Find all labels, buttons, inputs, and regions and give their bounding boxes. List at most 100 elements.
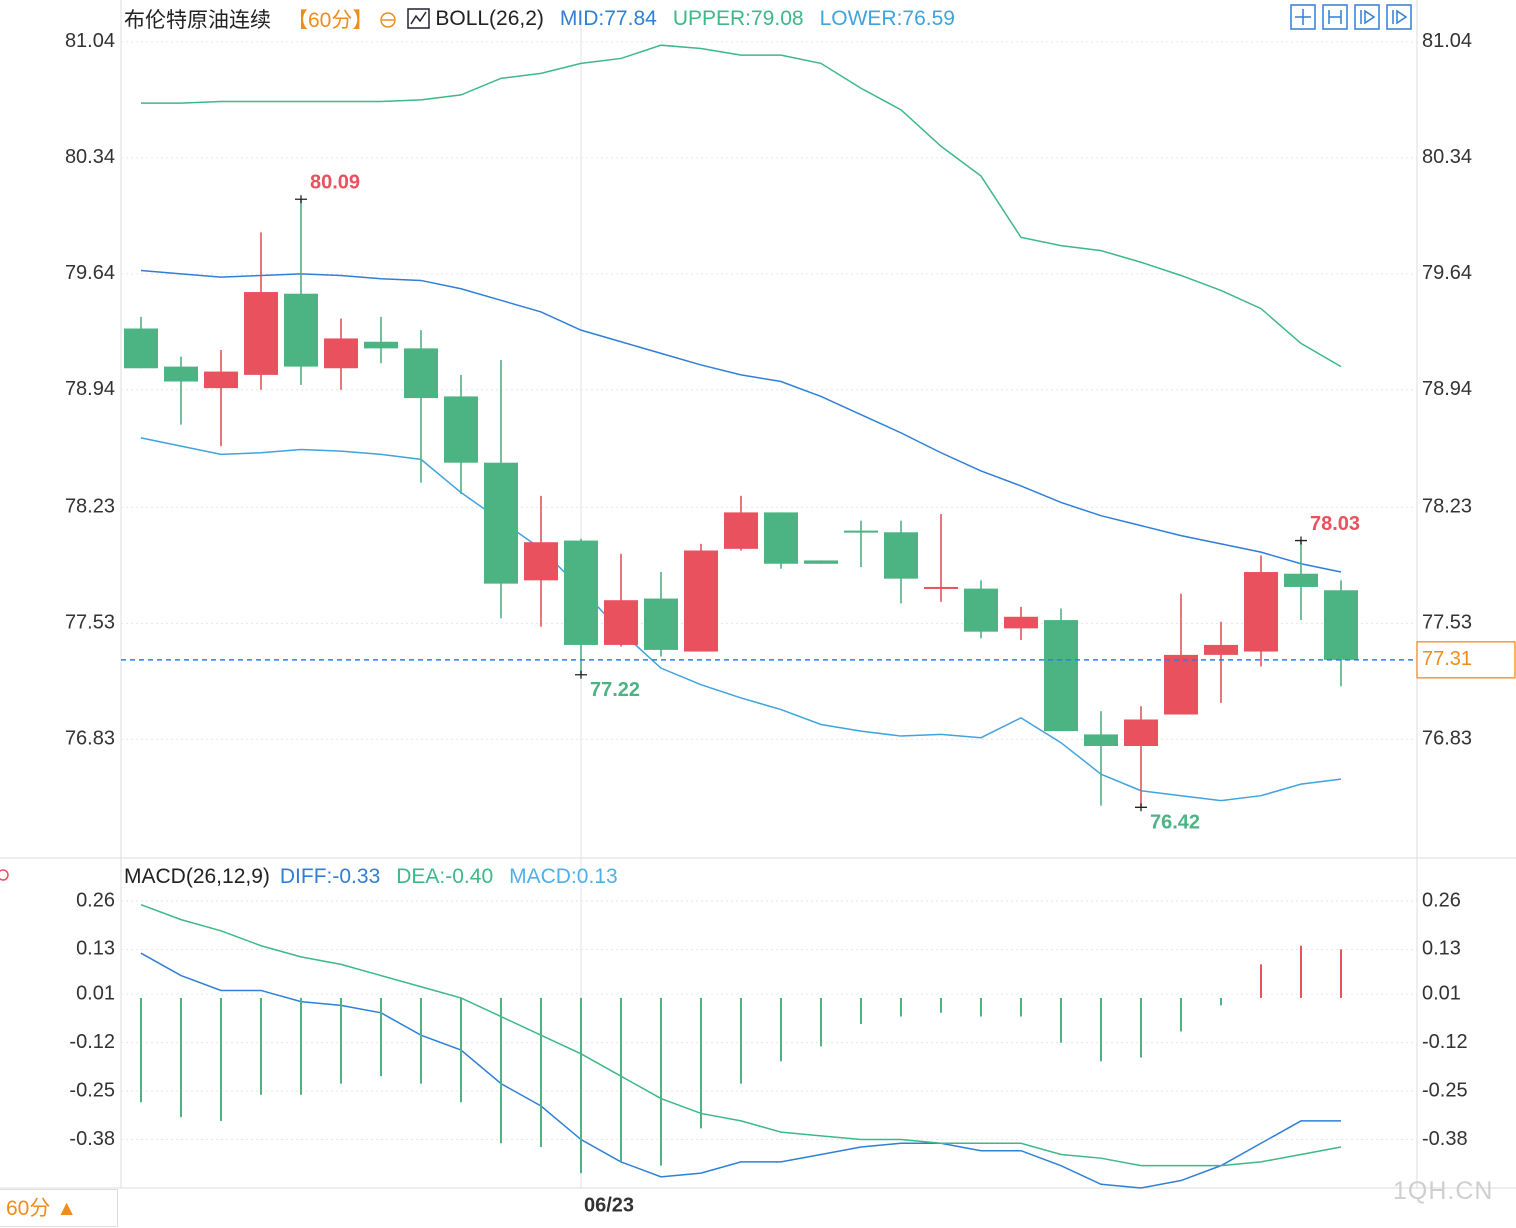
candle-body [404, 348, 438, 399]
candle-body [764, 512, 798, 564]
candle-body [804, 560, 838, 564]
candle-body [1204, 644, 1238, 655]
watermark: 1QH.CN [1393, 1177, 1494, 1205]
candle-body [724, 512, 758, 549]
candle-body [604, 600, 638, 645]
y-tick-label: 81.04 [1422, 30, 1472, 52]
toolbar [1290, 4, 1412, 30]
candle-body [1324, 590, 1358, 660]
macd-line [140, 904, 1342, 1167]
legend-item: DIFF:-0.33 [279, 865, 381, 888]
indicator-icon[interactable] [407, 8, 431, 30]
extreme-marker [295, 195, 307, 204]
y-tick-label: 76.83 [65, 728, 115, 750]
candle-body [884, 532, 918, 579]
y-tick-label: 79.64 [65, 262, 115, 284]
y-tick-label: 77.53 [1422, 612, 1472, 634]
legend-item: LOWER:76.59 [819, 7, 955, 30]
legend-item: UPPER:79.08 [672, 7, 804, 30]
y-tick-label: -0.12 [1422, 1031, 1468, 1053]
price-box-label: 77.31 [1422, 648, 1472, 670]
y-tick-label: 78.94 [1422, 378, 1472, 400]
y-tick-label: 0.01 [1422, 982, 1461, 1004]
y-tick-label: 78.23 [65, 496, 115, 518]
candle-body [124, 328, 158, 369]
settings-icon[interactable] [0, 869, 9, 881]
tool-zoom-button[interactable] [1290, 4, 1316, 30]
y-tick-label: -0.12 [69, 1031, 115, 1053]
extreme-label: 80.09 [310, 172, 360, 194]
y-tick-label: -0.25 [1422, 1079, 1468, 1101]
y-tick-label: 79.64 [1422, 262, 1472, 284]
candle-body [284, 293, 318, 367]
candle-body [1244, 572, 1278, 652]
candle-body [324, 338, 358, 369]
candle-body [164, 366, 198, 382]
legend-item: MACD:0.13 [509, 865, 618, 888]
boll-line [140, 437, 1342, 802]
tool-play-button[interactable] [1354, 4, 1380, 30]
boll-line [141, 44, 1342, 368]
y-tick-label: 0.13 [76, 938, 115, 960]
candle-body [924, 586, 958, 589]
y-tick-label: 78.94 [65, 378, 115, 400]
indicator-icon-frame [407, 8, 431, 29]
tool-icons [1295, 9, 1408, 25]
candle-body [364, 341, 398, 349]
candle-body [444, 396, 478, 463]
candle-body [1004, 616, 1038, 629]
extreme-label: 77.22 [590, 679, 640, 701]
indicator-label: BOLL(26,2) [435, 7, 544, 30]
y-tick-label: 0.26 [76, 889, 115, 911]
period-label: 【60分】 [287, 9, 374, 32]
y-tick-label: 80.34 [1422, 146, 1472, 168]
chart-title: MACD(26,12,9) [124, 865, 270, 888]
candle-body [1164, 654, 1198, 715]
legend-item: MID:77.84 [559, 7, 657, 30]
y-tick-label: 0.13 [1422, 938, 1461, 960]
y-tick-label: 76.83 [1422, 728, 1472, 750]
price-box [1416, 641, 1516, 679]
candle-body [1084, 734, 1118, 746]
y-tick-label: 81.04 [65, 30, 115, 52]
candle-body [524, 542, 558, 581]
legend-item: DEA:-0.40 [396, 865, 494, 888]
candle-body [244, 292, 278, 375]
candle-body [1044, 620, 1078, 732]
compare-icon[interactable] [379, 10, 397, 28]
tool-end-button[interactable] [1386, 4, 1412, 30]
y-tick-label: -0.25 [69, 1079, 115, 1101]
candle-body [644, 598, 678, 650]
extreme-marker [575, 670, 587, 679]
candle-body [1124, 719, 1158, 746]
y-tick-label: 0.26 [1422, 889, 1461, 911]
main-header: 布伦特原油连续 【60分】 BOLL(26,2) MID:77.84 UPPER… [124, 4, 971, 34]
candle-body [684, 550, 718, 652]
y-tick-label: -0.38 [1422, 1128, 1468, 1150]
tool-back-button[interactable] [1322, 4, 1348, 30]
y-tick-label: 0.01 [76, 982, 115, 1004]
candle-body [564, 540, 598, 645]
period-button[interactable]: 60分 ▲ [0, 1189, 118, 1227]
extreme-marker [1295, 536, 1307, 545]
y-tick-label: 80.34 [65, 146, 115, 168]
candle-body [484, 462, 518, 584]
chart-title: 布伦特原油连续 [124, 9, 271, 32]
x-tick-label: 06/23 [584, 1194, 634, 1216]
compare-icon-ring [380, 12, 397, 28]
indicator-icon-line [410, 11, 427, 25]
settings-icon-ring [0, 869, 9, 881]
extreme-label: 78.03 [1310, 513, 1360, 535]
candle-body [1284, 573, 1318, 587]
y-tick-label: -0.38 [69, 1128, 115, 1150]
extreme-marker [1135, 803, 1147, 812]
candle-body [964, 588, 998, 632]
macd-header: MACD(26,12,9) DIFF:-0.33 DEA:-0.40 MACD:… [124, 865, 634, 889]
candle-body [204, 371, 238, 389]
y-tick-label: 78.23 [1422, 496, 1472, 518]
candle-body [844, 530, 878, 533]
extreme-label: 76.42 [1150, 812, 1200, 834]
boll-line [140, 269, 1342, 573]
